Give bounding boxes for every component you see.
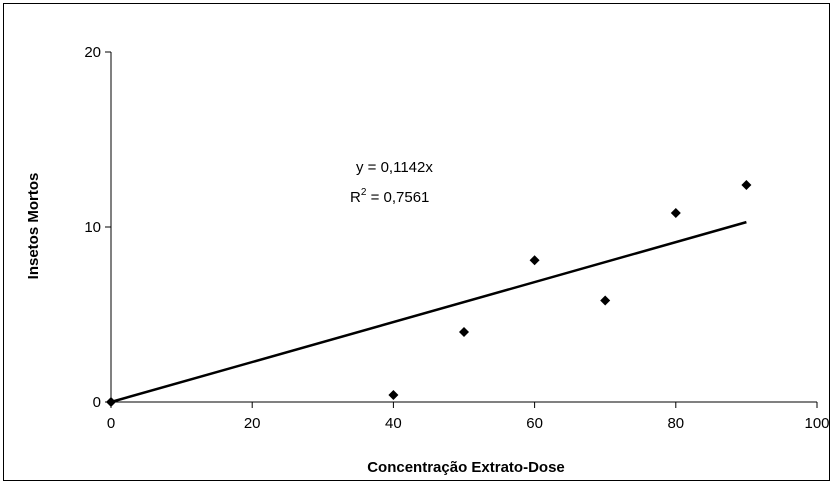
x-tick-label: 0 [107, 415, 115, 432]
plot-marks [106, 180, 752, 407]
y-tick-label: 20 [84, 44, 101, 61]
x-tick-label: 20 [244, 415, 261, 432]
data-point-diamond [459, 327, 469, 337]
data-point-diamond [741, 180, 752, 190]
chart-frame [3, 3, 830, 481]
r-squared-prefix: R [350, 189, 361, 206]
data-point-diamond [388, 390, 399, 400]
data-point-diamond [529, 255, 540, 266]
trendline [110, 220, 747, 404]
r-squared-value: = 0,7561 [366, 189, 429, 206]
axes: 0 20 40 60 80 100 0 10 20 [84, 44, 829, 432]
x-tick-label: 80 [667, 415, 684, 432]
x-tick-label: 100 [804, 415, 829, 432]
x-tick-label: 60 [526, 415, 543, 432]
y-tick-label: 10 [84, 219, 101, 236]
r-squared-label: R2 = 0,7561 [350, 187, 429, 206]
x-axis-title: Concentração Extrato-Dose [367, 459, 565, 476]
y-tick-label: 0 [93, 394, 101, 411]
data-point-diamond [600, 295, 611, 306]
trendline-equation-label: y = 0,1142x [356, 159, 433, 176]
data-point-diamond [670, 208, 681, 218]
x-tick-label: 40 [385, 415, 402, 432]
y-axis-title: Insetos Mortos [25, 173, 42, 280]
r-squared-superscript: 2 [361, 187, 367, 198]
